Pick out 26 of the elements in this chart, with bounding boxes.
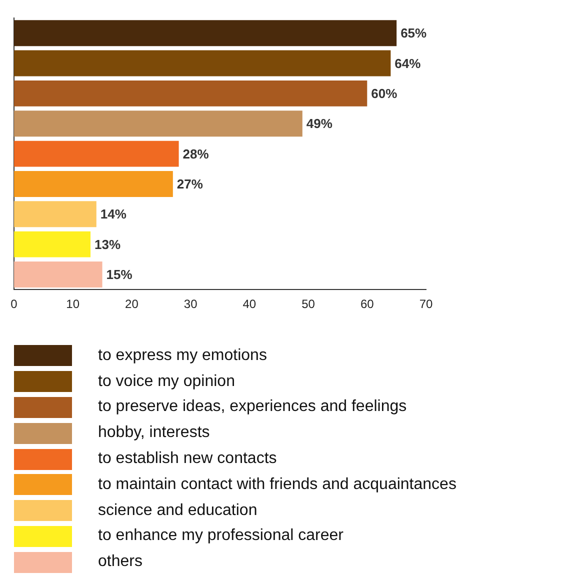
data-label: 27% xyxy=(176,176,204,192)
data-label: 14% xyxy=(100,206,127,222)
x-tick-label: 40 xyxy=(242,297,256,312)
x-tick-label: 20 xyxy=(125,297,139,312)
data-label: 65% xyxy=(400,26,428,41)
x-tick-label: 0 xyxy=(10,297,18,312)
legend-label: to express my emotions xyxy=(98,346,267,365)
legend-label: to enhance my professional career xyxy=(98,527,344,546)
legend-label: science and education xyxy=(98,502,258,520)
data-label: 15% xyxy=(106,267,133,282)
x-tick-label: 30 xyxy=(184,297,198,312)
legend-label: to establish new contacts xyxy=(98,450,277,468)
x-tick-label: 50 xyxy=(302,297,316,312)
data-label: 28% xyxy=(182,146,210,162)
legend-label: hobby, interests xyxy=(98,424,210,442)
x-tick-label: 70 xyxy=(419,297,433,312)
data-label: 64% xyxy=(394,56,422,71)
data-label: 60% xyxy=(371,86,398,102)
legend-label: to preserve ideas, experiences and feelings xyxy=(98,398,407,416)
legend-label: to maintain contact with friends and acquaintances xyxy=(98,476,456,494)
legend-label: others xyxy=(98,553,142,572)
legend-label: to voice my opinion xyxy=(98,372,235,391)
data-label: 49% xyxy=(306,116,333,132)
data-label: 13% xyxy=(94,236,121,252)
x-tick-label: 10 xyxy=(66,297,80,312)
x-tick-label: 60 xyxy=(360,297,374,312)
